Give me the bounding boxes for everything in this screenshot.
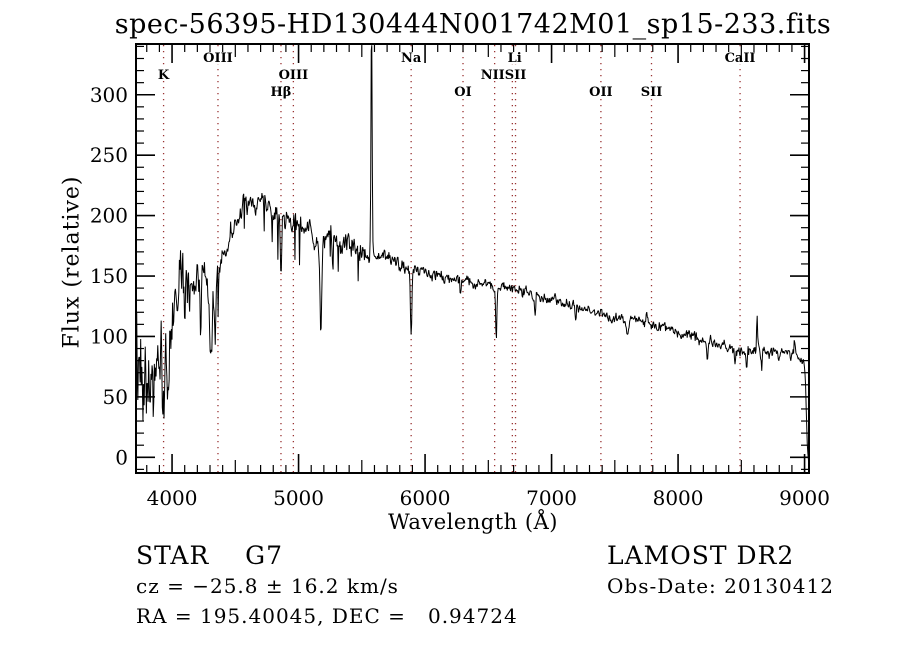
obs-date-label: Obs-Date: 20130412: [607, 574, 834, 598]
line-label: OIII: [279, 68, 309, 83]
spectrum-path: [136, 45, 809, 470]
object-class-label: STAR G7: [136, 541, 283, 570]
y-tick-label: 50: [103, 385, 128, 409]
line-label: NIISII: [481, 68, 527, 83]
survey-release-label: LAMOST DR2: [607, 541, 795, 570]
x-tick-label: 9000: [779, 486, 830, 510]
plot-title: spec-56395-HD130444N001742M01_sp15-233.f…: [114, 9, 832, 40]
line-label: OI: [454, 85, 471, 100]
line-label: Hβ: [271, 85, 292, 100]
line-label: Li: [508, 51, 522, 66]
line-label: OIII: [203, 51, 233, 66]
line-label-bg: [587, 85, 615, 98]
ra-dec-label: RA = 195.40045, DEC = 0.94724: [136, 604, 518, 628]
line-label-bg: [504, 51, 525, 64]
line-label-bg: [157, 68, 170, 81]
x-tick-label: 6000: [400, 486, 451, 510]
y-tick-label: 0: [115, 445, 128, 469]
y-tick-label: 300: [90, 83, 128, 107]
radial-velocity-label: cz = −25.8 ± 16.2 km/s: [136, 574, 399, 598]
y-tick-label: 150: [90, 264, 128, 288]
y-tick-label: 200: [90, 204, 128, 228]
line-label: OII: [589, 85, 613, 100]
line-label-bg: [722, 51, 758, 64]
line-label-bg: [637, 85, 666, 98]
x-tick-label: 4000: [147, 486, 198, 510]
x-tick-label: 5000: [273, 486, 324, 510]
y-tick-label: 100: [90, 324, 128, 348]
line-label: K: [158, 68, 170, 83]
line-label: SII: [641, 85, 663, 100]
line-label-bg: [200, 51, 236, 64]
x-axis-label: Wavelength (Å): [388, 510, 558, 534]
line-label: CaII: [725, 51, 756, 66]
line-label-bg: [275, 68, 311, 81]
plot-frame: [135, 43, 810, 474]
x-tick-label: 7000: [526, 486, 577, 510]
line-label-bg: [478, 68, 529, 81]
line-label: Na: [401, 51, 422, 66]
line-label-bg: [401, 51, 421, 64]
y-tick-label: 250: [90, 143, 128, 167]
line-label-bg: [453, 85, 473, 98]
x-tick-label: 8000: [653, 486, 704, 510]
line-label-bg: [271, 85, 291, 98]
